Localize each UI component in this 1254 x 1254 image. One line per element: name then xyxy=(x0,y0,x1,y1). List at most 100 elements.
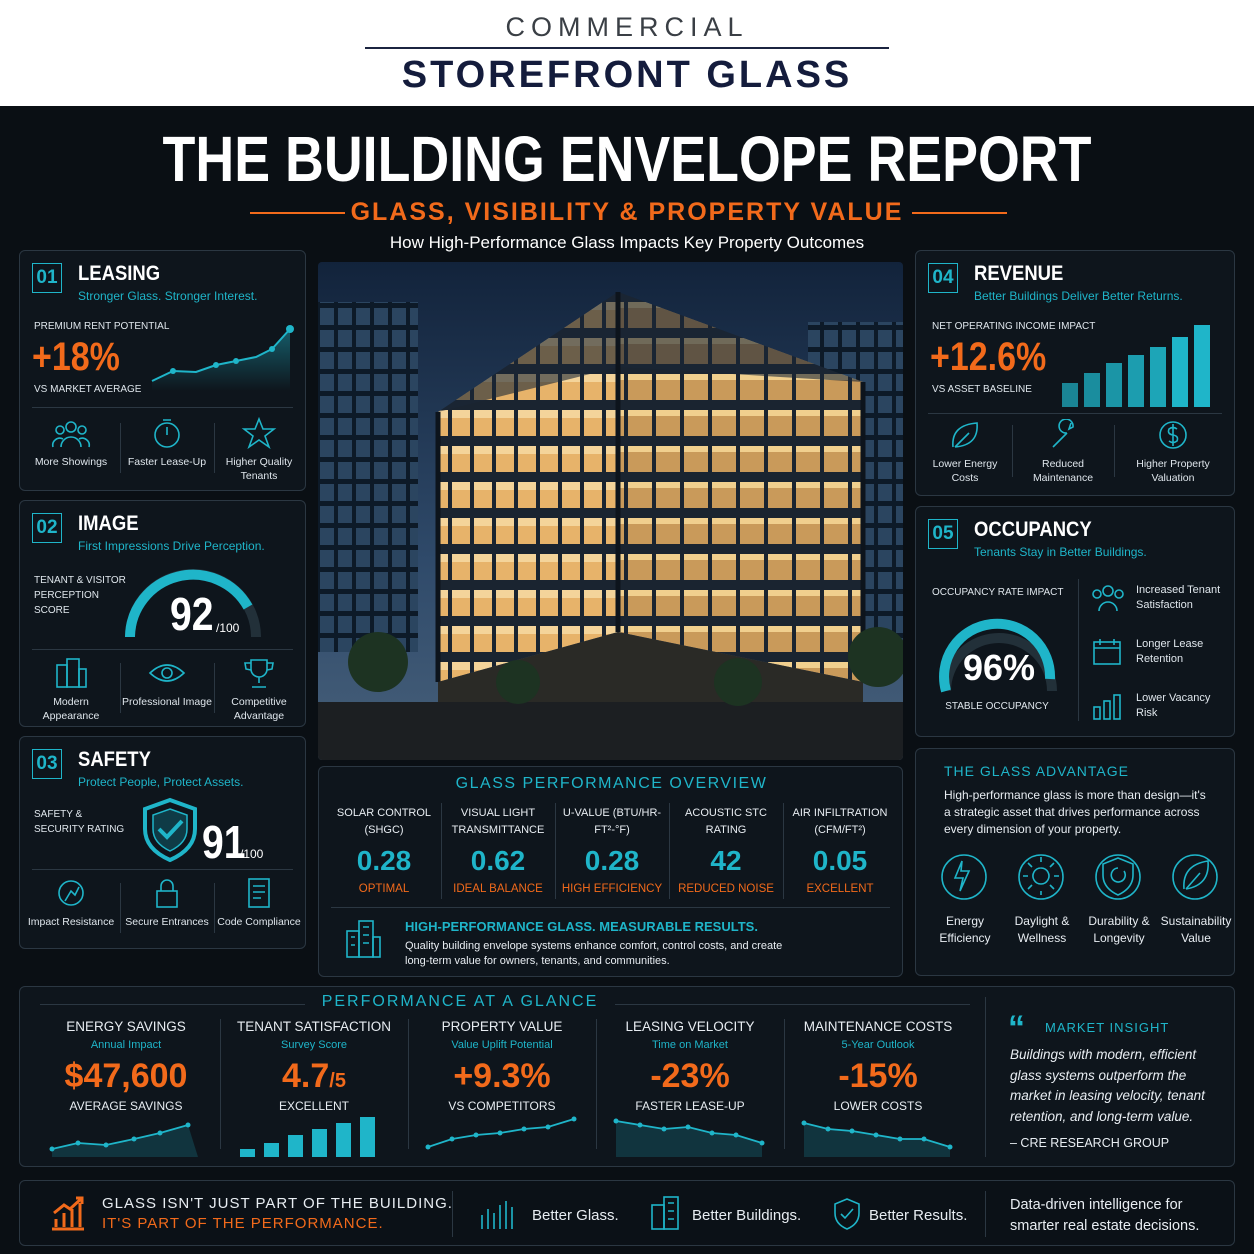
mini-bar xyxy=(240,1149,255,1157)
tagline: How High-Performance Glass Impacts Key P… xyxy=(389,233,865,252)
glance-note: FASTER LEASE-UP xyxy=(635,1099,745,1113)
glance-note: AVERAGE SAVINGS xyxy=(69,1099,183,1113)
mini-dot xyxy=(873,1132,879,1138)
divider xyxy=(985,997,986,1157)
spec-label: AIR INFILTRATION (CFM/FT²) xyxy=(792,807,888,836)
mini-dot xyxy=(637,1122,643,1128)
footer-bar: GLASS ISN'T JUST PART OF THE BUILDING. I… xyxy=(19,1180,1235,1246)
score: 91 xyxy=(202,816,246,868)
divider xyxy=(452,1191,453,1237)
metric-note: STABLE OCCUPANCY xyxy=(945,701,1049,712)
subtitle: GLASS, VISIBILITY & PROPERTY VALUE xyxy=(350,198,904,226)
metric: +12.6% xyxy=(930,335,1047,379)
icon-ring xyxy=(941,854,987,900)
report-title: THE BUILDING ENVELOPE REPORT xyxy=(162,123,1092,195)
feature-icon xyxy=(952,422,978,448)
advantage-icon xyxy=(1172,854,1218,900)
feature-label: Lower Energy Costs xyxy=(932,458,998,484)
feature: Impact Resistance xyxy=(26,877,116,929)
mini-dot xyxy=(661,1126,667,1132)
mini-dot xyxy=(733,1132,739,1138)
feature-icon xyxy=(1092,585,1124,612)
card-subtitle: Tenants Stay in Better Buildings. xyxy=(974,545,1147,559)
divider xyxy=(214,423,215,473)
feature: Faster Lease-Up xyxy=(122,417,212,469)
glance-value-row: -15% xyxy=(790,1057,966,1096)
spec-value: 0.28 xyxy=(356,845,412,876)
card-occupancy: 05 OCCUPANCY Tenants Stay in Better Buil… xyxy=(915,506,1235,737)
metric: +18% xyxy=(32,335,120,379)
glance-sub: 5-Year Outlook xyxy=(841,1039,915,1051)
icon-glyph xyxy=(1102,857,1134,896)
feature-label: Lower Vacancy Risk xyxy=(1136,692,1211,719)
card-subtitle: Protect People, Protect Assets. xyxy=(78,775,244,789)
glance-value-row: -23% xyxy=(602,1057,778,1096)
divider xyxy=(1012,425,1013,477)
feature-icon xyxy=(248,878,270,908)
divider xyxy=(220,1019,221,1149)
feature-icon xyxy=(154,419,180,448)
mini-bar xyxy=(336,1123,351,1157)
glance-label: LEASING VELOCITY xyxy=(625,1019,755,1034)
divider xyxy=(120,423,121,473)
mini-dot xyxy=(801,1120,807,1126)
building-photo xyxy=(318,262,903,760)
advantage-label: Energy Efficiency xyxy=(939,914,991,945)
mini-dot xyxy=(921,1136,927,1142)
divider xyxy=(1078,579,1079,721)
advantage-icon xyxy=(1018,854,1064,900)
glance-value: $47,600 xyxy=(64,1057,188,1095)
divider xyxy=(32,869,293,870)
feature-icon xyxy=(241,417,277,449)
icon-ring xyxy=(1018,854,1064,900)
mini-dot xyxy=(613,1118,619,1124)
card-safety: 03 SAFETY Protect People, Protect Assets… xyxy=(19,736,306,949)
card-title: OCCUPANCY xyxy=(974,518,1092,541)
slogan-line: IT'S PART OF THE PERFORMANCE. xyxy=(102,1215,384,1232)
glance-unit: /5 xyxy=(329,1070,346,1092)
overview-footer-text: Quality building envelope systems enhanc… xyxy=(405,940,783,967)
mini-dot xyxy=(49,1146,55,1152)
spec-value: 42 xyxy=(710,845,742,876)
metric: 96% xyxy=(962,647,1036,688)
glance-sub: Time on Market xyxy=(651,1039,728,1051)
feature-icon xyxy=(148,664,186,682)
feature: Lower Energy Costs xyxy=(922,419,1008,485)
glance-value: -23% xyxy=(650,1057,730,1095)
glance-value: 4.7 xyxy=(282,1057,330,1095)
metric-note: VS ASSET BASELINE xyxy=(932,384,1032,395)
metric-label: OCCUPANCY RATE IMPACT xyxy=(932,587,1064,598)
advantage-label: Sustainability Value xyxy=(1160,914,1232,945)
advantage-icon xyxy=(941,854,987,900)
header: COMMERCIAL STOREFRONT GLASS xyxy=(0,0,1254,106)
card-title: SAFETY xyxy=(78,748,151,771)
feature-icon xyxy=(156,879,178,908)
bar-graphic xyxy=(1062,325,1210,407)
mini-dot xyxy=(449,1136,455,1142)
divider xyxy=(985,1191,986,1237)
mini-dot xyxy=(131,1136,137,1142)
metric-label: TENANT & VISITOR PERCEPTION SCORE xyxy=(34,575,126,616)
feature-label: Longer Lease Retention xyxy=(1136,638,1204,665)
divider xyxy=(32,407,293,408)
mini-chart xyxy=(613,1118,765,1157)
feature: Code Compliance xyxy=(216,877,302,929)
closing: Data-driven intelligence for smarter rea… xyxy=(1010,1197,1200,1234)
divider xyxy=(214,663,215,713)
feature-icon xyxy=(1159,421,1187,449)
divider xyxy=(214,883,215,933)
feature-label: Modern Appearance xyxy=(42,696,100,722)
mini-dot xyxy=(545,1124,551,1130)
mini-dot xyxy=(849,1128,855,1134)
feature-icon xyxy=(1052,419,1074,448)
mini-chart xyxy=(801,1120,953,1157)
glance-label: MAINTENANCE COSTS xyxy=(803,1019,953,1034)
gauge xyxy=(125,569,261,638)
feature: Reduced Maintenance xyxy=(1016,419,1110,485)
quote-mark: “ xyxy=(1008,1009,1025,1047)
divider xyxy=(555,803,556,899)
glass-overview: GLASS PERFORMANCE OVERVIEW HIGH-PERFORMA… xyxy=(318,766,903,977)
divider xyxy=(928,413,1222,414)
